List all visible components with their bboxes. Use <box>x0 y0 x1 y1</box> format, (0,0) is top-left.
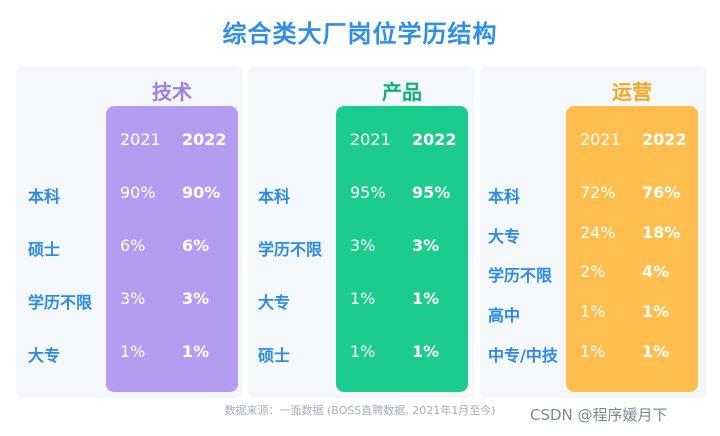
value-2022: 1% <box>182 342 210 361</box>
value-2021: 1% <box>350 289 376 308</box>
value-2021: 72% <box>580 183 616 202</box>
value-2022: 95% <box>412 183 451 202</box>
value-2022: 90% <box>182 183 221 202</box>
card-tech <box>106 106 238 392</box>
panel-title-ops: 运营 <box>612 80 652 104</box>
value-2021: 1% <box>580 342 606 361</box>
row-label: 学历不限 <box>258 240 323 259</box>
row-label: 学历不限 <box>28 293 93 312</box>
value-2021: 2% <box>580 262 606 281</box>
row-label: 本科 <box>258 187 291 206</box>
row-label: 硕士 <box>28 240 61 259</box>
value-2021: 6% <box>120 236 146 255</box>
value-2022: 4% <box>642 262 670 281</box>
value-2022: 1% <box>412 289 440 308</box>
value-2021: 24% <box>580 223 616 242</box>
value-2021: 95% <box>350 183 386 202</box>
row-label: 学历不限 <box>488 266 553 285</box>
panel-title-product: 产品 <box>382 80 422 104</box>
panel-title-tech: 技术 <box>152 80 192 104</box>
year-2022-product: 2022 <box>412 130 457 149</box>
row-label: 本科 <box>28 187 61 206</box>
year-2021-tech: 2021 <box>120 130 161 149</box>
row-label: 高中 <box>488 306 521 325</box>
panel-ops: 运营 <box>480 66 706 398</box>
panel-tech: 技术 <box>16 66 242 398</box>
card-product <box>336 106 468 392</box>
value-2022: 18% <box>642 223 681 242</box>
row-label: 大专 <box>28 346 61 365</box>
row-label: 大专 <box>488 227 521 246</box>
card-ops <box>566 106 698 392</box>
value-2022: 1% <box>412 342 440 361</box>
row-label: 硕士 <box>258 346 291 365</box>
watermark: CSDN @程序媛月下 <box>530 404 668 425</box>
value-2021: 1% <box>580 302 606 321</box>
year-2021-product: 2021 <box>350 130 391 149</box>
row-label: 大专 <box>258 293 291 312</box>
row-label: 本科 <box>488 187 521 206</box>
chart-title: 综合类大厂岗位学历结构 <box>222 20 498 48</box>
value-2021: 90% <box>120 183 156 202</box>
value-2022: 1% <box>642 342 670 361</box>
value-2021: 1% <box>350 342 376 361</box>
value-2022: 3% <box>182 289 210 308</box>
year-2021-ops: 2021 <box>580 130 621 149</box>
value-2022: 1% <box>642 302 670 321</box>
year-2022-ops: 2022 <box>642 130 687 149</box>
value-2021: 3% <box>120 289 146 308</box>
value-2022: 76% <box>642 183 681 202</box>
row-label: 中专/中技 <box>488 346 558 365</box>
data-source-note: 数据来源：一面数据 (BOSS直聘数据, 2021年1月至今) <box>224 404 496 417</box>
value-2022: 3% <box>412 236 440 255</box>
value-2021: 3% <box>350 236 376 255</box>
value-2021: 1% <box>120 342 146 361</box>
value-2022: 6% <box>182 236 210 255</box>
year-2022-tech: 2022 <box>182 130 227 149</box>
panel-product: 产品 <box>248 66 474 398</box>
